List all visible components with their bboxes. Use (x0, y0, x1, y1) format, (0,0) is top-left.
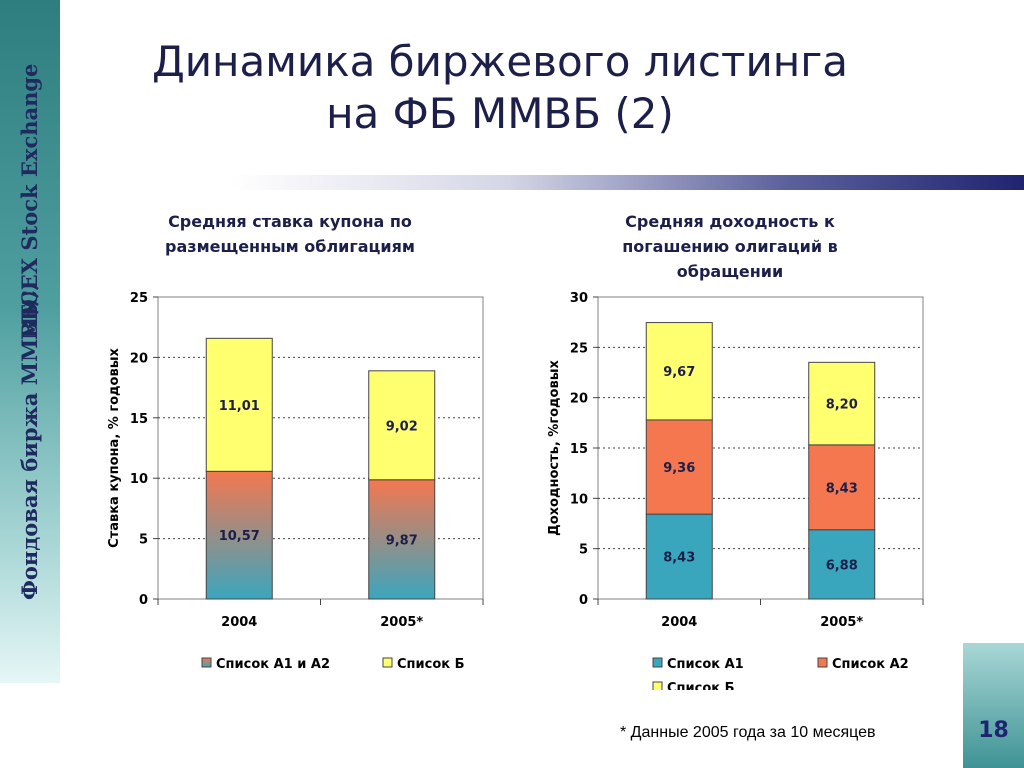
y-tick-label: 10 (130, 472, 148, 487)
bar-segment (808, 529, 876, 600)
legend-swatch (201, 657, 212, 668)
title-gradient-bar (230, 175, 1024, 190)
y-tick-label: 20 (130, 351, 148, 366)
chart-title-line: Средняя ставка купона по (168, 212, 412, 231)
legend-swatch (652, 681, 663, 690)
legend-swatch (817, 657, 828, 668)
chart-title-line: Средняя доходность к (625, 212, 835, 231)
y-axis-label: Доходность, %годовых (547, 360, 562, 536)
y-tick-label: 20 (570, 392, 588, 407)
bar-segment (645, 419, 713, 515)
bar-segment (645, 322, 713, 421)
y-tick-label: 0 (139, 593, 148, 608)
x-tick-label: 2005* (820, 615, 863, 630)
x-tick-label: 2005* (380, 615, 423, 630)
chart-coupon-rate: Средняя ставка купона по размещенным обли… (107, 212, 484, 672)
data-label: 11,01 (219, 399, 260, 414)
y-tick-label: 25 (130, 291, 148, 306)
data-label: 9,36 (663, 461, 695, 476)
footnote: * Данные 2005 года за 10 месяцев (620, 724, 876, 741)
bar-segment (808, 444, 876, 531)
data-label: 9,67 (663, 365, 695, 380)
legend-swatch (382, 657, 393, 668)
data-label: 8,20 (826, 398, 858, 413)
data-label: 6,88 (826, 558, 858, 573)
chart-title-line: погашению олигаций в (622, 237, 838, 256)
title-line-2: на ФБ ММВБ (2) (326, 89, 674, 138)
legend-swatch (652, 657, 663, 668)
bar-segment (205, 470, 273, 600)
y-tick-label: 5 (579, 543, 588, 558)
brand-ru-text: Фондовая биржа ММВБ (17, 303, 42, 600)
page-title: Динамика биржевого листинга на ФБ ММВБ (… (110, 36, 890, 140)
bar-segment (645, 513, 713, 600)
legend-label: Список Б (667, 681, 735, 690)
x-tick-label: 2004 (221, 615, 257, 630)
data-label: 8,43 (826, 481, 858, 496)
legend-label: Список А1 и А2 (216, 657, 330, 672)
bar-segment (808, 361, 876, 446)
y-tick-label: 30 (570, 291, 588, 306)
y-tick-label: 5 (139, 533, 148, 548)
y-tick-label: 15 (130, 412, 148, 427)
y-tick-label: 10 (570, 492, 588, 507)
data-label: 10,57 (219, 529, 260, 544)
chart-title-line: размещенным облигациям (165, 237, 415, 256)
legend-label: Список А1 (667, 657, 744, 672)
y-tick-label: 15 (570, 442, 588, 457)
legend-label: Список Б (397, 657, 465, 672)
bar-segment (205, 337, 273, 472)
legend-label: Список А2 (832, 657, 909, 672)
bar-segment (368, 479, 436, 600)
page-number-box (963, 643, 1024, 768)
chart-title-line: обращении (677, 262, 783, 281)
title-line-1: Динамика биржевого листинга (151, 37, 849, 86)
data-label: 9,02 (386, 419, 418, 434)
y-axis-label: Ставка купона, % годовых (107, 348, 122, 548)
y-tick-label: 25 (570, 341, 588, 356)
sidebar-band (0, 0, 60, 683)
bar-segment (368, 370, 436, 481)
data-label: 8,43 (663, 551, 695, 566)
x-tick-label: 2004 (661, 615, 697, 630)
chart-yield-to-maturity: Средняя доходность к погашению олигаций в… (547, 212, 924, 690)
data-label: 9,87 (386, 533, 418, 548)
micex-logo-icon (21, 284, 39, 315)
page-number: 18 (978, 718, 1009, 743)
y-tick-label: 0 (579, 593, 588, 608)
